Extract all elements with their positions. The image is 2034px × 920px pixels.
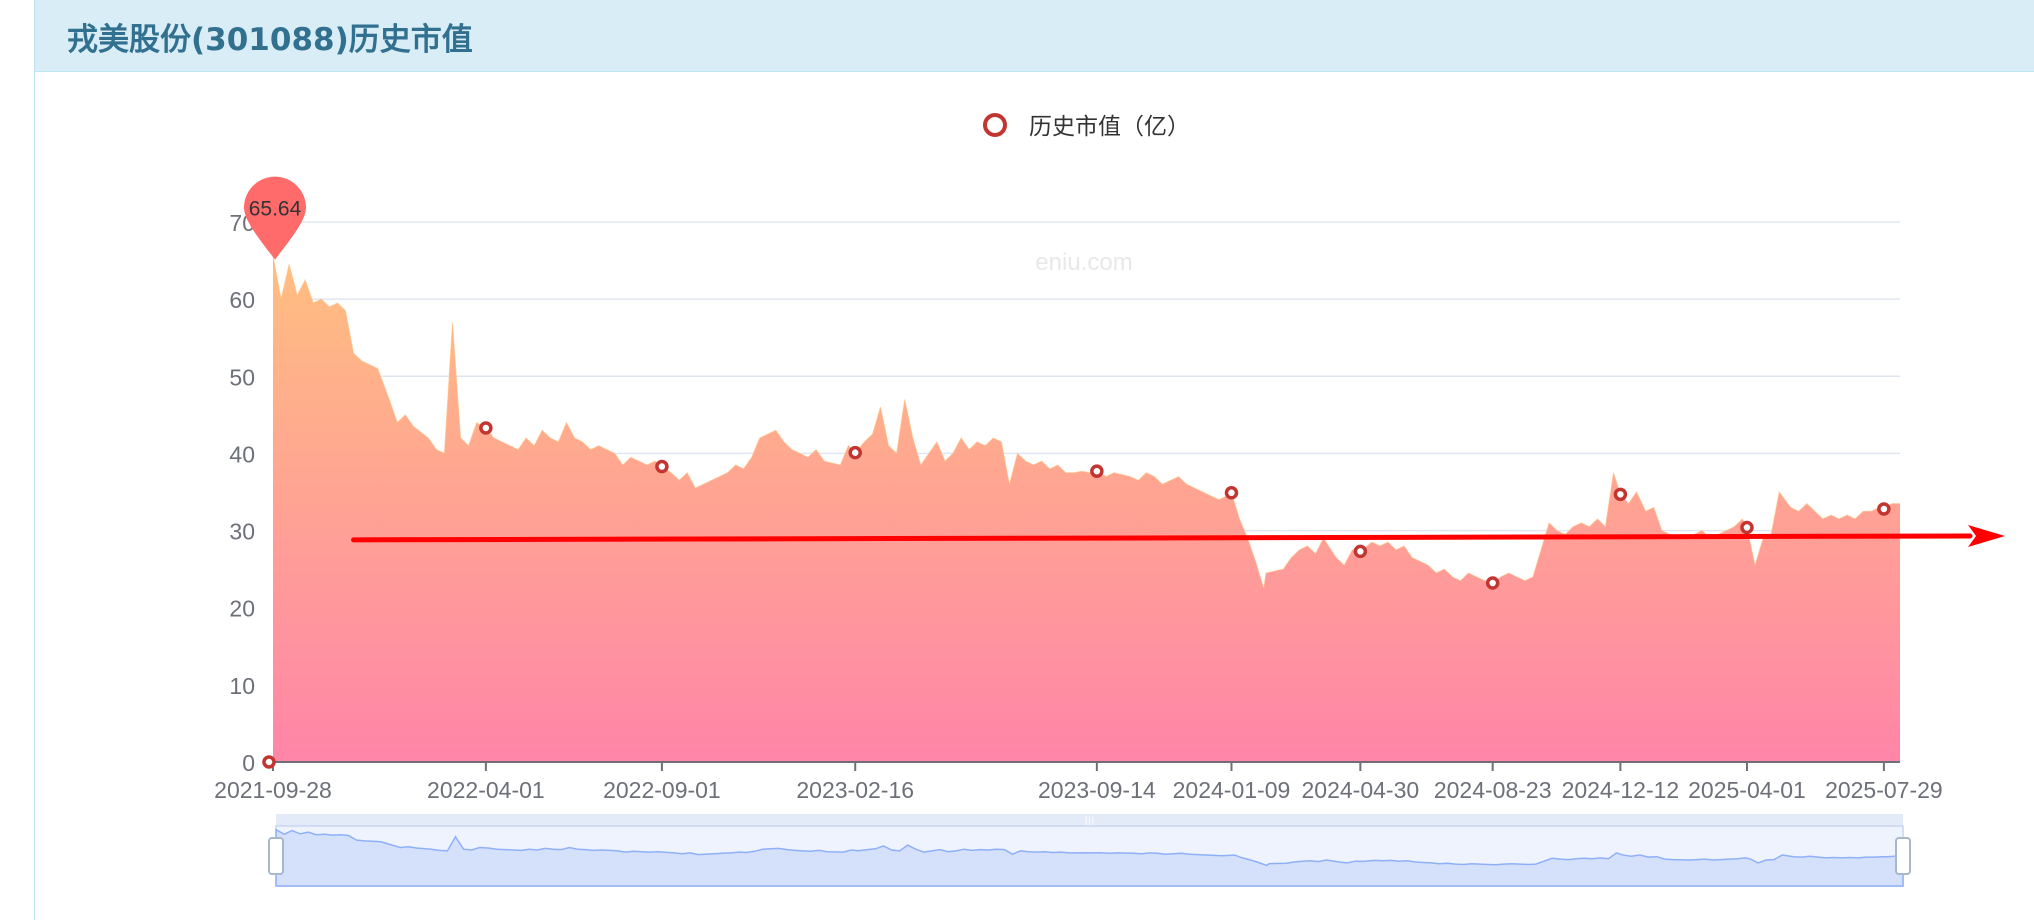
y-tick-label: 20 [229, 596, 255, 622]
data-zoom-slider[interactable]: ||| [268, 814, 1911, 887]
zoom-handle-right[interactable] [1895, 837, 1911, 875]
data-point-marker[interactable] [1353, 544, 1368, 559]
x-tick-label: 2022-04-01 [427, 777, 545, 803]
data-point-marker[interactable] [1485, 576, 1500, 590]
y-tick-label: 10 [229, 673, 255, 699]
data-point-marker[interactable] [1740, 520, 1754, 535]
x-tick-label: 2023-09-14 [1038, 777, 1156, 803]
data-point-marker[interactable] [262, 755, 276, 769]
zoom-handle-left[interactable] [268, 837, 284, 875]
y-tick-label: 40 [229, 441, 255, 467]
trend-line [351, 533, 1973, 543]
legend-label: 历史市值（亿） [1029, 114, 1190, 140]
point-markers [262, 421, 1891, 769]
zoom-preview-area [275, 828, 1904, 887]
y-tick-label: 50 [229, 364, 255, 390]
data-point-marker[interactable] [479, 421, 493, 435]
data-point-marker[interactable] [1224, 486, 1239, 500]
zoom-grip-icon: ||| [1084, 816, 1094, 827]
legend-marker-icon [983, 113, 1007, 137]
trend-arrow-head-icon [1968, 524, 2005, 547]
watermark: eniu.com [1035, 249, 1132, 276]
x-tick-label: 2025-07-29 [1825, 777, 1943, 803]
x-tick-label: 2024-12-12 [1562, 777, 1680, 803]
x-tick-label: 2025-04-01 [1688, 777, 1806, 803]
series-line [272, 255, 1900, 589]
data-point-marker[interactable] [1613, 487, 1628, 502]
x-tick-label: 2024-04-30 [1302, 777, 1420, 803]
x-tick-label: 2023-02-16 [796, 777, 914, 803]
data-point-marker[interactable] [848, 445, 862, 460]
max-value-pin-icon [244, 176, 306, 260]
data-point-marker[interactable] [1090, 464, 1104, 478]
page-title: 戎美股份(301088)历史市值 [67, 22, 473, 58]
y-tick-label: 0 [242, 750, 255, 776]
y-tick-label: 60 [229, 287, 255, 313]
max-value-label: 65.64 [249, 198, 302, 221]
y-tick-label: 30 [229, 519, 255, 545]
x-tick-label: 2022-09-01 [603, 777, 721, 803]
data-point-marker[interactable] [655, 459, 669, 474]
x-tick-label: 2024-01-09 [1173, 777, 1291, 803]
series-area [273, 255, 1900, 762]
x-tick-label: 2024-08-23 [1434, 777, 1552, 803]
legend[interactable]: 历史市值（亿） [983, 113, 1190, 140]
data-point-marker[interactable] [1877, 502, 1891, 516]
x-tick-label: 2021-09-28 [214, 777, 332, 803]
panel-header: 戎美股份(301088)历史市值 [35, 0, 2034, 72]
zoom-drag-bar[interactable] [276, 814, 1903, 826]
